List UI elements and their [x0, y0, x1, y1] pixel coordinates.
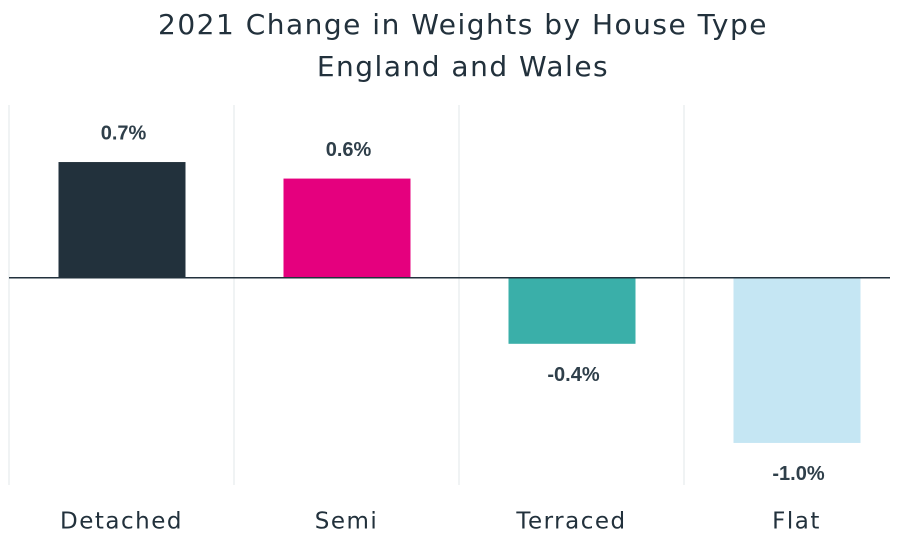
value-label: -1.0%: [772, 463, 824, 485]
chart-title: 2021 Change in Weights by House Type: [158, 8, 768, 41]
x-tick-label: Terraced: [515, 509, 626, 535]
x-tick-label: Detached: [60, 509, 183, 535]
bar: [58, 162, 186, 278]
value-label: -0.4%: [547, 364, 599, 386]
value-label: 0.7%: [101, 122, 147, 144]
x-tick-label: Semi: [315, 509, 379, 535]
bar: [733, 277, 861, 443]
value-label: 0.6%: [326, 139, 372, 161]
x-tick-label: Flat: [772, 509, 821, 535]
bar: [283, 178, 411, 278]
chart-subtitle: England and Wales: [317, 50, 609, 83]
bar: [508, 277, 636, 344]
